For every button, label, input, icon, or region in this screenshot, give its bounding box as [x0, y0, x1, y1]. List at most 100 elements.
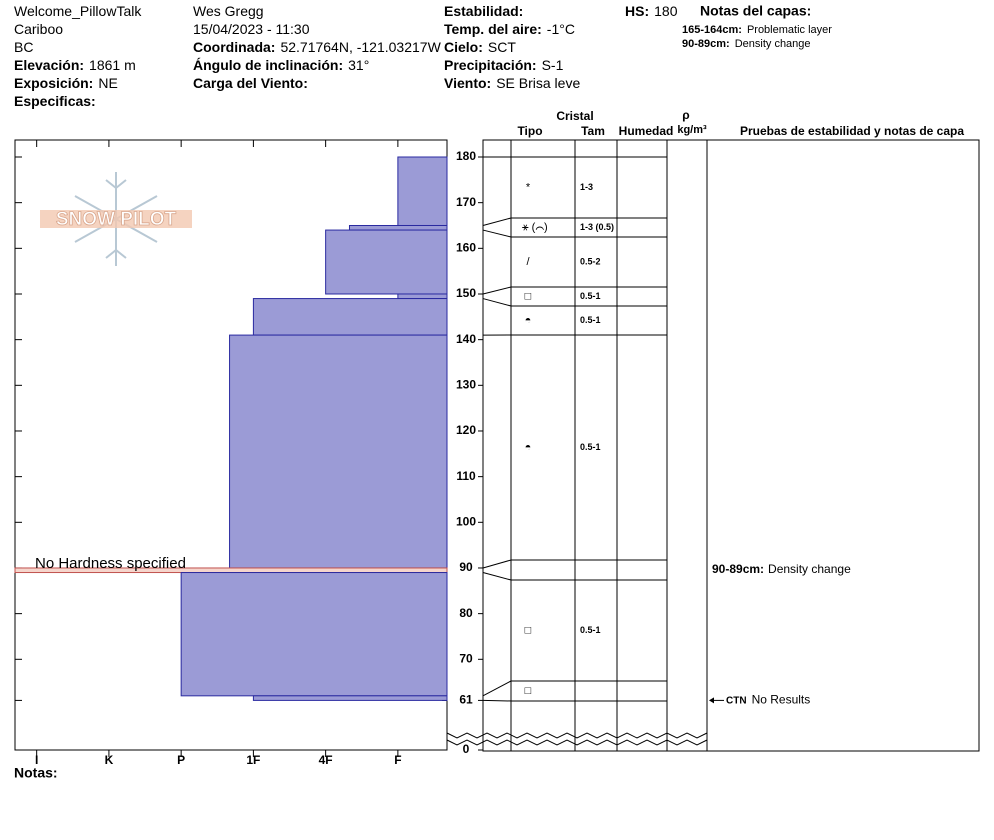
field-label: Precipitación:: [444, 57, 537, 73]
grain-symbol: □: [525, 624, 532, 636]
header-field: Ángulo de inclinación: 31°: [193, 57, 369, 73]
header-field: Temp. del aire: -1°C: [444, 21, 575, 37]
header-field: Welcome_PillowTalk: [14, 3, 142, 19]
field-value: SCT: [488, 39, 516, 55]
grain-size: 1-3 (0.5): [580, 222, 614, 232]
table-frame: [482, 139, 980, 752]
layer-connector: [482, 572, 512, 581]
no-hardness-label: No Hardness specified: [35, 555, 186, 572]
field-label: Cielo:: [444, 39, 483, 55]
field-text: Welcome_PillowTalk: [14, 3, 142, 19]
hardness-bar: [180, 572, 448, 697]
col-header: Pruebas de estabilidad y notas de capa: [740, 124, 964, 138]
field-label: 165-164cm:: [682, 24, 742, 36]
y-tick-label: 61: [459, 693, 473, 707]
y-tick-label: 80: [459, 606, 473, 620]
field-label: HS:: [625, 3, 649, 19]
grain-size: 0.5-2: [580, 256, 601, 266]
field-value: SE Brisa leve: [496, 75, 580, 91]
layer-connector: [482, 680, 512, 697]
y-tick-label: 140: [456, 332, 476, 346]
test-arrowhead: [709, 697, 714, 704]
hardness-bar: [348, 224, 448, 231]
y-tick-label: 180: [456, 149, 476, 163]
footer-notes: Notas:: [14, 765, 58, 781]
hardness-bar: [325, 229, 448, 295]
field-text: Cariboo: [14, 21, 63, 37]
field-label: Carga del Viento:: [193, 75, 308, 91]
header-field: Especificas:: [14, 93, 96, 109]
header-field: Cariboo: [14, 21, 63, 37]
y-tick-label: 120: [456, 423, 476, 437]
field-value: -1°C: [547, 21, 575, 37]
field-label: Coordinada:: [193, 39, 275, 55]
logo-text: SNOW PILOT: [56, 209, 177, 230]
x-tick-label: P: [177, 753, 185, 767]
field-label: Ángulo de inclinación:: [193, 57, 343, 73]
hardness-bar: [252, 695, 448, 701]
x-tick-label: F: [394, 753, 401, 767]
test-name: CTN: [726, 695, 747, 706]
header-field: Precipitación: S-1: [444, 57, 564, 73]
layer-connector: [482, 229, 512, 238]
header-field: 90-89cm: Density change: [682, 38, 811, 50]
header-field: Cielo: SCT: [444, 39, 516, 55]
layer-connector: [482, 217, 512, 226]
col-header: Cristal: [556, 109, 593, 123]
field-text: BC: [14, 39, 33, 55]
y-tick-label: 90: [459, 560, 473, 574]
header-field: Coordinada: 52.71764N, -121.03217W: [193, 39, 442, 55]
col-header: ρ: [682, 108, 689, 122]
field-label: Especificas:: [14, 93, 96, 109]
x-tick-label: K: [105, 753, 114, 767]
grain-symbol: *: [526, 181, 531, 193]
field-value: Density change: [735, 38, 811, 50]
grain-symbol: ⚹ (⌒): [522, 221, 548, 233]
field-label: Elevación:: [14, 57, 84, 73]
col-header: Humedad: [619, 124, 674, 138]
header-field: Elevación: 1861 m: [14, 57, 136, 73]
y-tick-label: 130: [456, 377, 476, 391]
grain-size: 0.5-1: [580, 625, 601, 635]
test-label: CTN No Results: [726, 693, 810, 707]
layer-note: 90-89cm: Density change: [712, 562, 851, 576]
field-value: 1861 m: [89, 57, 136, 73]
hardness-bar: [252, 298, 448, 336]
hardness-bar: [397, 156, 448, 226]
logo-band: [40, 210, 192, 228]
axis-break: [446, 732, 708, 746]
hardness-bar: [397, 293, 448, 300]
header-field: Estabilidad:: [444, 3, 523, 19]
grain-size: 1-3: [580, 182, 593, 192]
header-field: Exposición: NE: [14, 75, 118, 91]
y-tick-label: 0: [463, 742, 470, 756]
grain-size: 0.5-1: [580, 291, 601, 301]
field-text: 15/04/2023 - 11:30: [193, 21, 310, 37]
header-field: 15/04/2023 - 11:30: [193, 21, 310, 37]
x-tick-label: I: [35, 753, 38, 767]
field-value: 180: [654, 3, 678, 19]
y-tick-label: 70: [459, 651, 473, 665]
field-value: 52.71764N, -121.03217W: [280, 39, 441, 55]
table-columns: [510, 140, 708, 751]
field-value: NE: [98, 75, 117, 91]
layer-connector: [482, 286, 512, 295]
note-text: Density change: [768, 562, 851, 576]
grain-symbol: □: [525, 290, 532, 302]
field-label: 90-89cm:: [682, 38, 730, 50]
y-tick-label: 150: [456, 286, 476, 300]
field-value: Problematic layer: [747, 24, 832, 36]
header-field: Carga del Viento:: [193, 75, 308, 91]
y-tick-label: 100: [456, 514, 476, 528]
field-label: Exposición:: [14, 75, 93, 91]
x-tick-label: 4F: [319, 753, 333, 767]
grain-symbol: □: [525, 685, 532, 697]
field-value: 31°: [348, 57, 369, 73]
field-label: Estabilidad:: [444, 3, 523, 19]
x-tick-label: 1F: [246, 753, 260, 767]
note-label: 90-89cm:: [712, 562, 764, 576]
col-header: kg/m³: [677, 124, 707, 136]
test-result: No Results: [752, 693, 811, 707]
